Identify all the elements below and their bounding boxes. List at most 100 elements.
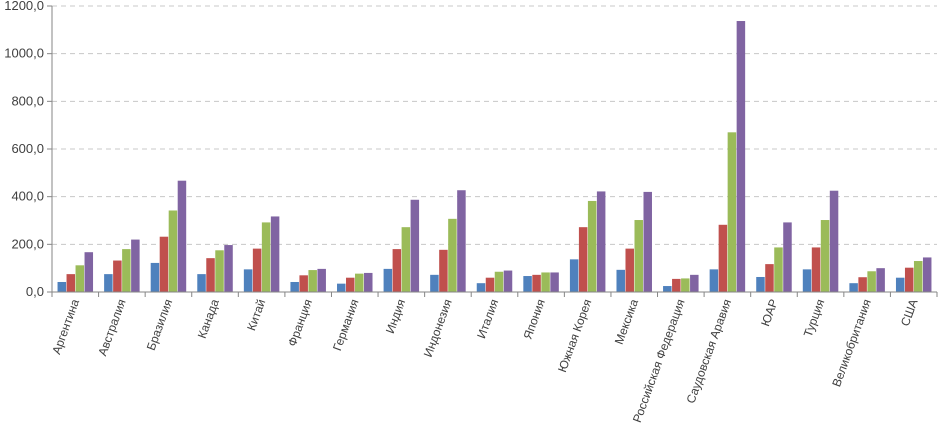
y-tick-label: 400,0 (11, 189, 44, 204)
bar-4 (736, 21, 746, 292)
bar-3 (494, 271, 504, 292)
y-tick-label: 0,0 (26, 284, 44, 299)
x-tick-label: Российская Федерация (630, 297, 688, 424)
bar-3 (448, 218, 457, 292)
x-tick-label: Канада (195, 297, 222, 340)
bar-1 (430, 274, 439, 292)
bar-2 (206, 258, 215, 292)
bar-1 (104, 274, 113, 292)
bar-3 (774, 247, 783, 292)
bar-1 (802, 269, 812, 292)
y-axis: 0,0 200,0 400,0 600,0 800,0 1000,0 1200,0 (4, 0, 53, 299)
x-tick-label: Италия (474, 297, 501, 340)
bar-2 (625, 248, 634, 292)
bar-1 (569, 259, 579, 292)
bar-2 (252, 248, 262, 292)
bar-3 (634, 220, 643, 292)
x-tick-label: Франция (285, 297, 315, 348)
bar-2 (392, 249, 402, 292)
x-tick-label: Индонезия (421, 297, 455, 359)
bar-4 (410, 199, 420, 292)
bar-4 (224, 245, 233, 292)
bar-3 (820, 220, 830, 292)
x-tick-label: Германия (330, 297, 362, 352)
x-tick-label: Саудовская Аравия (684, 297, 735, 405)
bar-1 (150, 262, 160, 292)
bar-2 (66, 274, 76, 292)
gridlines (52, 5, 937, 245)
bar-2 (904, 267, 914, 292)
bar-3 (867, 271, 876, 292)
bar-3 (261, 222, 271, 292)
bar-4 (317, 268, 326, 292)
bar-1 (849, 283, 858, 292)
bar-1 (895, 277, 905, 292)
bar-3 (681, 278, 690, 292)
bar-4 (876, 268, 885, 292)
bar-2 (299, 275, 308, 292)
bar-4 (690, 274, 699, 292)
bar-4 (177, 180, 187, 292)
y-tick-label: 800,0 (11, 93, 44, 108)
bar-1 (616, 269, 625, 292)
bar-4 (829, 190, 839, 292)
bar-1 (197, 274, 206, 292)
x-tick-label: Аргентина (49, 297, 82, 356)
bars (57, 21, 932, 292)
bar-2 (159, 236, 169, 292)
bar-3 (401, 227, 411, 292)
bar-4 (922, 257, 932, 292)
bar-2 (532, 274, 541, 292)
bar-3 (541, 272, 550, 292)
bar-1 (756, 276, 765, 292)
bar-2 (765, 264, 774, 292)
bar-2 (578, 227, 588, 292)
bar-3 (168, 210, 178, 292)
x-tick-label: Китай (244, 297, 268, 332)
x-axis: Аргентина Австралия Бразилия Канада Китай Фра… (49, 291, 938, 424)
bar-3 (122, 249, 131, 292)
x-tick-label: Великобритания (829, 297, 874, 388)
bar-4 (596, 191, 606, 292)
bar-3 (587, 200, 597, 292)
y-tick-label: 200,0 (11, 236, 44, 251)
x-tick-label: Австралия (95, 297, 128, 358)
bar-1 (243, 269, 253, 292)
bar-2 (718, 224, 728, 292)
bar-4 (643, 191, 652, 292)
bar-2 (346, 277, 355, 292)
bar-3 (727, 132, 737, 292)
bar-1 (337, 283, 346, 292)
bar-3 (75, 265, 85, 292)
bar-4 (270, 216, 280, 292)
bar-4 (364, 272, 373, 292)
bar-4 (783, 222, 792, 292)
bar-2 (672, 278, 681, 292)
bar-1 (290, 281, 299, 292)
bar-3 (308, 270, 317, 292)
x-tick-label: США (898, 297, 921, 328)
bar-3 (215, 250, 224, 292)
bar-4 (457, 190, 466, 292)
bar-4 (550, 272, 559, 292)
y-tick-label: 600,0 (11, 141, 44, 156)
x-tick-label: Южная Корея (555, 297, 594, 374)
bar-3 (355, 273, 364, 292)
y-tick-label: 1200,0 (4, 0, 44, 13)
y-tick-label: 1000,0 (4, 46, 44, 61)
bar-1 (57, 281, 67, 292)
bar-2 (811, 247, 821, 292)
bar-2 (485, 277, 495, 292)
x-tick-label: Мексика (612, 297, 641, 346)
bar-4 (84, 252, 94, 292)
bar-1 (663, 286, 672, 292)
bar-3 (913, 261, 923, 292)
bar-2 (113, 260, 122, 292)
bar-1 (383, 268, 393, 292)
x-tick-label: Индия (383, 297, 408, 335)
bar-1 (523, 276, 532, 292)
x-tick-label: Япония (520, 297, 547, 341)
bar-1 (476, 283, 486, 292)
bar-1 (709, 269, 719, 292)
